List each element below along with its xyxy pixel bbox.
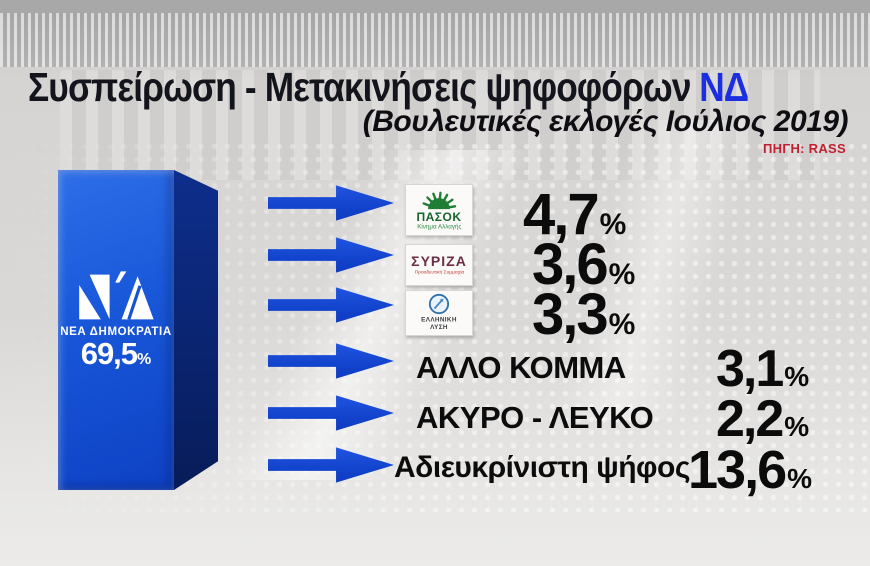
pasok-sun-icon <box>422 191 457 209</box>
nd-bar-front-face: ΝΕΑ ΔΗΜΟΚΡΑΤΙΑ 69,5% <box>58 170 174 490</box>
nd-logo-icon <box>79 271 154 320</box>
background-top-band <box>0 0 870 13</box>
pasok-percentage-number: 4,7 <box>523 182 600 247</box>
background-city-photo <box>0 13 870 67</box>
other-party-label: ΑΛΛΟ ΚΟΜΜΑ <box>416 350 626 385</box>
nd-party-name: ΝΕΑ ΔΗΜΟΚΡΑΤΙΑ <box>60 326 172 338</box>
elliniki-lysi-percentage: 3,3% <box>532 286 635 344</box>
nd-bar-side-face <box>174 170 218 490</box>
syriza-percentage: 3,6% <box>532 236 635 294</box>
nd-percent-sign: % <box>137 351 152 368</box>
elliniki-lysi-name-line1: ΕΛΛΗΝΙΚΗ <box>421 315 457 324</box>
syriza-subtitle: Προοδευτική Συμμαχία <box>414 270 464 275</box>
undecided-vote-label: Αδιευκρίνιστη ψήφος <box>394 451 690 484</box>
elliniki-lysi-emblem-icon <box>428 294 450 315</box>
page-subtitle: (Βουλευτικές εκλογές Ιούλιος 2019) <box>362 105 849 138</box>
percent-sign: % <box>784 361 810 392</box>
percent-sign: % <box>784 411 810 442</box>
other-party-percentage-number: 3,1 <box>716 340 784 398</box>
percent-sign: % <box>608 308 636 341</box>
elliniki-lysi-percentage-number: 3,3 <box>532 282 609 347</box>
syriza-logo: ΣΥΡΙΖΑ Προοδευτική Συμμαχία <box>405 244 473 286</box>
invalid-blank-percentage-number: 2,2 <box>716 390 784 448</box>
undecided-vote-percentage: 13,6% <box>688 443 812 497</box>
page-title-highlight-nd: ΝΔ <box>699 64 749 110</box>
page-title: Συσπείρωση - Μετακινήσεις ψηφοφόρων ΝΔ <box>28 64 749 111</box>
nd-percentage-number: 69,5 <box>80 336 138 371</box>
syriza-name: ΣΥΡΙΖΑ <box>411 253 467 269</box>
pasok-percentage: 4,7% <box>523 186 626 244</box>
elliniki-lysi-name: ΕΛΛΗΝΙΚΗ ΛΥΣΗ <box>421 315 457 332</box>
pasok-name: ΠΑΣΟΚ <box>416 209 462 224</box>
source-label: ΠΗΓΗ: RASS <box>762 141 846 156</box>
pasok-subtitle: Κίνημα Αλλαγής <box>416 222 462 230</box>
undecided-vote-percentage-number: 13,6 <box>688 440 787 500</box>
elliniki-lysi-logo: ΕΛΛΗΝΙΚΗ ΛΥΣΗ <box>405 290 473 336</box>
pasok-logo: ΠΑΣΟΚ Κίνημα Αλλαγής <box>405 184 473 236</box>
percent-sign: % <box>787 463 813 494</box>
page-title-text: Συσπείρωση - Μετακινήσεις ψηφοφόρων <box>28 64 691 110</box>
percent-sign: % <box>599 208 627 241</box>
invalid-blank-label: ΑΚΥΡΟ - ΛΕΥΚΟ <box>416 400 654 435</box>
nd-percentage: 69,5% <box>58 336 174 371</box>
invalid-blank-percentage: 2,2% <box>716 393 809 445</box>
percent-sign: % <box>608 258 636 291</box>
other-party-percentage: 3,1% <box>716 343 809 395</box>
syriza-percentage-number: 3,6 <box>532 232 609 297</box>
elliniki-lysi-name-line2: ΛΥΣΗ <box>430 323 448 331</box>
